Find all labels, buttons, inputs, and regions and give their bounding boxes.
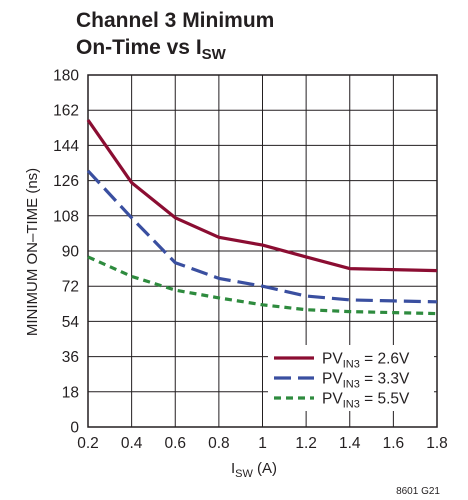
y-tick-label: 108 xyxy=(53,208,79,225)
chart-title-line1: Channel 3 Minimum xyxy=(76,9,274,32)
y-tick-label: 72 xyxy=(62,279,79,296)
series-line-3 xyxy=(87,255,438,316)
y-tick-label: 54 xyxy=(62,314,80,331)
y-tick-labels: 0 18 36 54 72 90 108 126 144 162 180 xyxy=(53,68,79,437)
y-tick-label: 162 xyxy=(53,103,79,120)
x-tick-labels: 0.2 0.4 0.6 0.8 1 1.2 1.4 1.6 1.8 xyxy=(77,435,448,452)
legend-label-1: PVIN3 = 2.6V xyxy=(322,351,410,371)
series-line-1 xyxy=(86,119,438,273)
x-tick-label: 1.4 xyxy=(339,435,361,452)
series-lines xyxy=(86,119,438,316)
y-tick-label: 36 xyxy=(62,349,79,366)
x-tick-label: 0.8 xyxy=(208,435,230,452)
y-tick-label: 144 xyxy=(53,138,79,155)
series-line-2 xyxy=(86,169,438,304)
figure-number: 8601 G21 xyxy=(396,486,440,497)
x-tick-label: 1.6 xyxy=(383,435,405,452)
x-tick-label: 1.2 xyxy=(295,435,317,452)
x-tick-label: 0.4 xyxy=(121,435,143,452)
x-tick-label: 0.2 xyxy=(77,435,99,452)
x-axis-label: ISW (A) xyxy=(231,460,277,480)
x-tick-label: 0.6 xyxy=(164,435,186,452)
y-axis-label: MINIMUM ON–TIME (ns) xyxy=(24,168,41,336)
plot-frame xyxy=(87,74,438,428)
y-tick-label: 90 xyxy=(62,244,80,261)
x-tick-label: 1.8 xyxy=(426,435,448,452)
legend-label-2: PVIN3 = 3.3V xyxy=(322,371,410,391)
grid xyxy=(88,75,437,427)
y-tick-label: 180 xyxy=(53,68,79,85)
y-tick-label: 126 xyxy=(53,173,79,190)
chart-title-line2: On-Time vs ISW xyxy=(76,36,227,63)
x-axis-label-main: I xyxy=(231,460,235,477)
legend-background xyxy=(268,345,434,411)
legend-label-3: PVIN3 = 5.5V xyxy=(322,391,410,411)
x-tick-label: 1 xyxy=(258,435,267,452)
chart-title: Channel 3 Minimum On-Time vs ISW xyxy=(76,9,274,63)
chart-title-line2-sub: SW xyxy=(202,46,227,63)
x-axis-label-unit: (A) xyxy=(253,460,277,477)
y-tick-label: 18 xyxy=(62,384,79,401)
y-tick-label: 0 xyxy=(70,420,79,437)
chart-title-line2-main: On-Time vs I xyxy=(76,36,202,59)
x-axis-label-sub: SW xyxy=(235,468,253,480)
